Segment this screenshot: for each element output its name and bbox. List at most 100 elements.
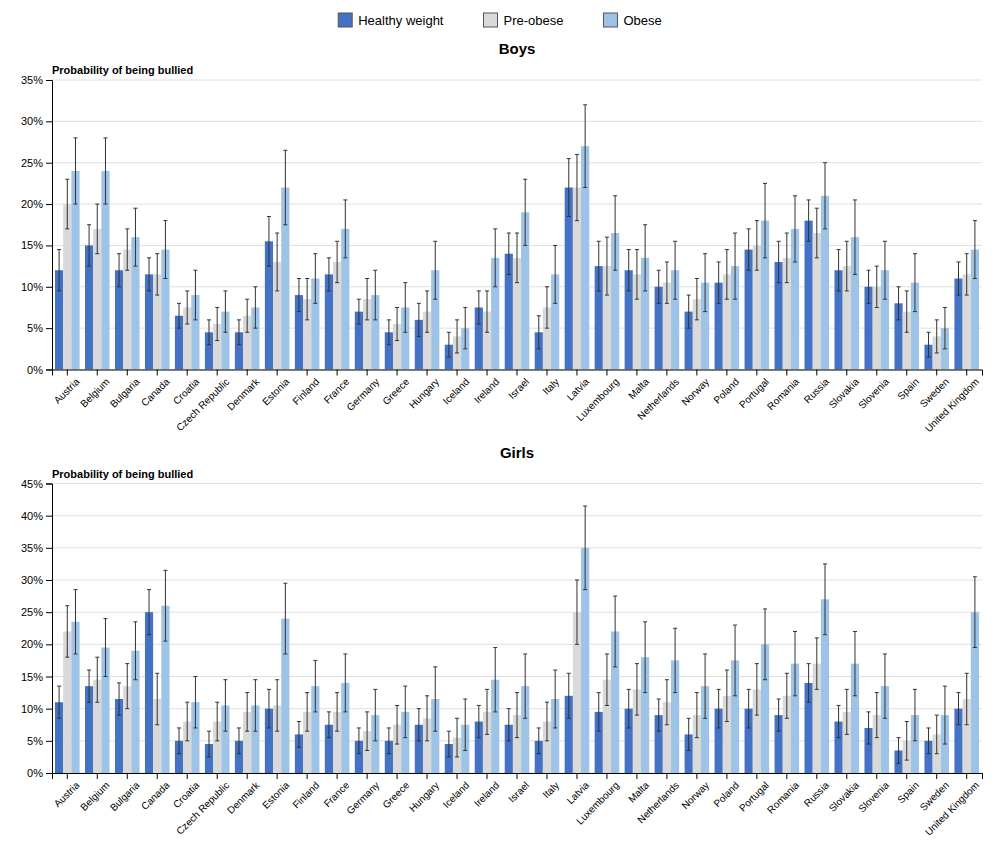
y-tick-mark	[46, 121, 52, 122]
error-bar	[177, 728, 181, 754]
y-tick-label: 30%	[21, 115, 43, 127]
grid-line	[52, 483, 982, 484]
y-tick-label: 5%	[27, 735, 43, 747]
error-bar	[477, 705, 481, 737]
error-bar	[777, 699, 781, 731]
error-bar	[125, 229, 129, 270]
error-bar	[815, 208, 819, 258]
error-bar	[485, 291, 489, 332]
x-tick-mark	[127, 370, 128, 376]
y-tick-label: 15%	[21, 239, 43, 251]
bar-series	[71, 146, 979, 369]
error-bar	[275, 680, 279, 731]
x-tick-label: Romania	[765, 376, 801, 412]
y-tick-mark	[46, 612, 52, 613]
error-bar	[305, 279, 309, 320]
error-bar	[665, 680, 669, 725]
error-bar	[627, 689, 631, 728]
grid-line	[52, 162, 982, 163]
error-bar	[913, 689, 917, 740]
error-bar	[695, 693, 699, 738]
error-bar	[567, 673, 571, 718]
x-tick-mark	[546, 370, 547, 376]
x-tick: Croatia	[171, 370, 202, 407]
y-tick-mark	[46, 245, 52, 246]
error-bar	[103, 619, 107, 677]
x-tick: Romania	[765, 370, 801, 413]
error-bar	[837, 705, 841, 737]
x-tick-mark	[487, 370, 488, 376]
x-tick-mark	[906, 773, 907, 779]
legend-label: Obese	[623, 13, 661, 28]
error-bar	[417, 303, 421, 336]
error-bar	[575, 580, 579, 644]
error-bar	[133, 622, 137, 680]
error-bar	[733, 625, 737, 696]
x-tick-label: Norway	[679, 376, 711, 408]
grid-line	[52, 515, 982, 516]
x-tick-label: Netherlands	[635, 376, 681, 422]
x-tick: Romania	[765, 773, 801, 816]
x-tick-label: Canada	[139, 779, 172, 812]
x-tick-mark	[846, 370, 847, 376]
x-tick-label: Italy	[540, 779, 561, 800]
x-tick-mark	[966, 773, 967, 779]
error-bar	[275, 233, 279, 291]
error-bar	[507, 233, 511, 274]
error-bar	[717, 689, 721, 728]
x-tick: Belgium	[78, 370, 111, 410]
x-tick-label: United Kingdom	[923, 779, 981, 837]
y-tick: 10%	[21, 281, 52, 293]
x-tick-label: Russia	[802, 376, 832, 406]
error-bar	[155, 254, 159, 295]
error-bars	[57, 159, 960, 358]
x-tick: Ireland	[472, 370, 501, 406]
error-bar	[905, 291, 909, 332]
error-bar	[853, 200, 857, 274]
x-tick-label: Finland	[290, 376, 321, 407]
error-bar	[297, 279, 301, 312]
error-bar	[545, 287, 549, 328]
y-tick-mark	[46, 644, 52, 645]
legend-swatch	[603, 13, 617, 27]
error-bar	[237, 320, 241, 345]
error-bar	[807, 664, 811, 703]
error-bar	[117, 683, 121, 715]
y-tick-label: 25%	[21, 157, 43, 169]
x-tick-mark	[247, 773, 248, 779]
x-tick: Czech Republic	[174, 773, 231, 837]
bar-series	[71, 548, 979, 773]
x-tick: Czech Republic	[174, 370, 231, 434]
x-tick-mark	[666, 773, 667, 779]
x-tick-mark	[576, 773, 577, 779]
y-tick-mark	[46, 328, 52, 329]
error-bar	[267, 216, 271, 266]
grid-line	[52, 204, 982, 205]
x-tick-label: Israel	[506, 376, 531, 401]
x-tick-mark	[217, 370, 218, 376]
error-bar	[193, 270, 197, 320]
x-tick: Netherlands	[635, 773, 681, 825]
x-tick-label: Malta	[626, 779, 651, 804]
y-axis-title: Probability of being bullied	[52, 64, 193, 76]
error-bar	[215, 307, 219, 340]
error-bar	[207, 731, 211, 757]
y-tick-label: 15%	[21, 671, 43, 683]
x-tick: Austria	[52, 773, 82, 809]
x-tick-label: Iceland	[441, 779, 472, 810]
x-tick-mark	[277, 370, 278, 376]
error-bar	[537, 316, 541, 349]
x-tick-mark	[67, 370, 68, 376]
x-tick-mark	[756, 773, 757, 779]
x-tick: Poland	[711, 370, 741, 406]
y-tick-mark	[46, 709, 52, 710]
error-bar	[973, 221, 977, 279]
error-bar	[245, 693, 249, 732]
x-tick-label: Czech Republic	[174, 376, 231, 433]
error-bar	[433, 241, 437, 299]
y-tick-label: 35%	[21, 542, 43, 554]
y-tick: 20%	[21, 198, 52, 210]
grid-line	[52, 612, 982, 613]
bar-series	[63, 188, 971, 370]
error-bar	[657, 270, 661, 303]
